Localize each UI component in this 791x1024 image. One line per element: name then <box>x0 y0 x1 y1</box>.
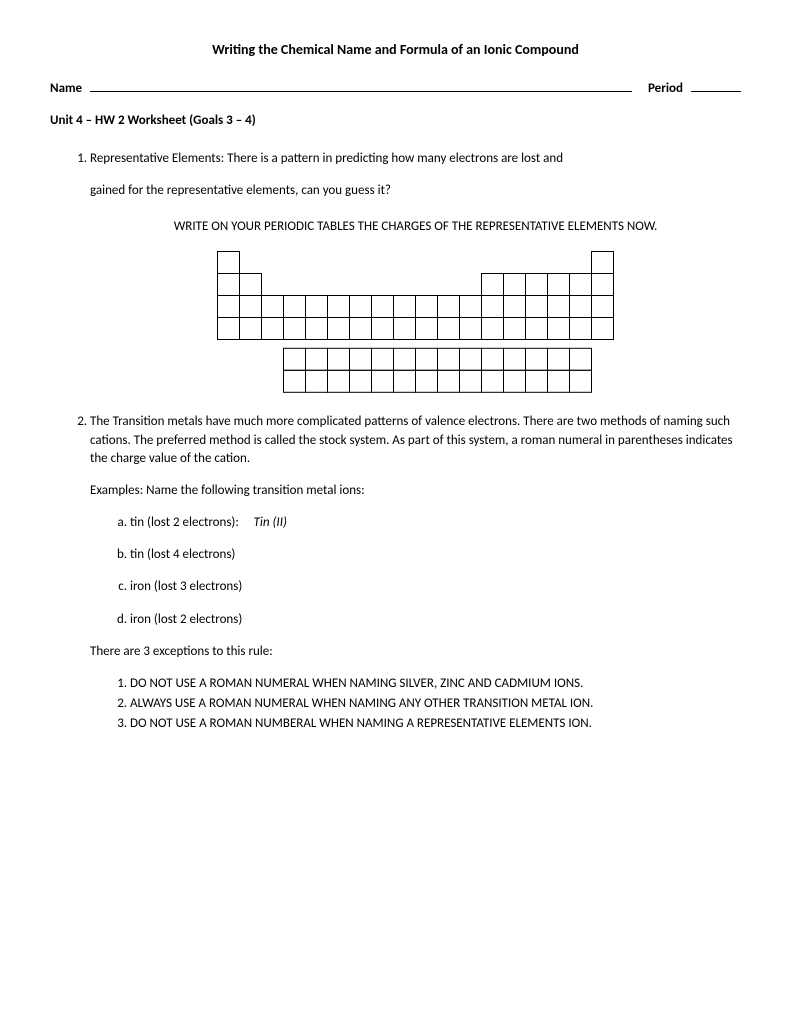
exception-2: ALWAYS USE A ROMAN NUMERAL WHEN NAMING A… <box>130 695 741 713</box>
example-a-label: tin (lost 2 electrons): <box>130 515 239 530</box>
exceptions-lead: There are 3 exceptions to this rule: <box>90 643 741 661</box>
exception-3: DO NOT USE A ROMAN NUMBERAL WHEN NAMING … <box>130 715 741 733</box>
name-label: Name <box>50 80 82 98</box>
page-title: Writing the Chemical Name and Formula of… <box>50 40 741 60</box>
example-d: iron (lost 2 electrons) <box>130 611 741 629</box>
period-label: Period <box>648 80 683 98</box>
example-c: iron (lost 3 electrons) <box>130 578 741 596</box>
example-b: tin (lost 4 electrons) <box>130 546 741 564</box>
question-1: Representative Elements: There is a patt… <box>90 150 741 393</box>
periodic-table-diagram <box>217 251 615 394</box>
periodic-table-wrap <box>50 251 781 394</box>
header-row: Name Period <box>50 78 741 98</box>
exception-1: DO NOT USE A ROMAN NUMERAL WHEN NAMING S… <box>130 675 741 693</box>
example-a: tin (lost 2 electrons): Tin (II) <box>130 514 741 532</box>
example-a-answer: Tin (II) <box>254 515 287 530</box>
q1-text-line2: gained for the representative elements, … <box>90 182 741 200</box>
main-question-list: Representative Elements: There is a patt… <box>50 150 741 734</box>
unit-heading: Unit 4 – HW 2 Worksheet (Goals 3 – 4) <box>50 112 741 130</box>
q2-examples-lead: Examples: Name the following transition … <box>90 482 741 500</box>
period-blank-line[interactable] <box>691 78 741 92</box>
question-2: The Transition metals have much more com… <box>90 413 741 733</box>
q2-body-text: The Transition metals have much more com… <box>90 413 741 468</box>
q1-text-line1: Representative Elements: There is a patt… <box>90 150 741 168</box>
q2-example-list: tin (lost 2 electrons): Tin (II) tin (lo… <box>90 514 741 629</box>
q1-instruction: WRITE ON YOUR PERIODIC TABLES THE CHARGE… <box>50 218 781 236</box>
name-blank-line[interactable] <box>90 78 632 92</box>
exceptions-list: DO NOT USE A ROMAN NUMERAL WHEN NAMING S… <box>90 675 741 734</box>
